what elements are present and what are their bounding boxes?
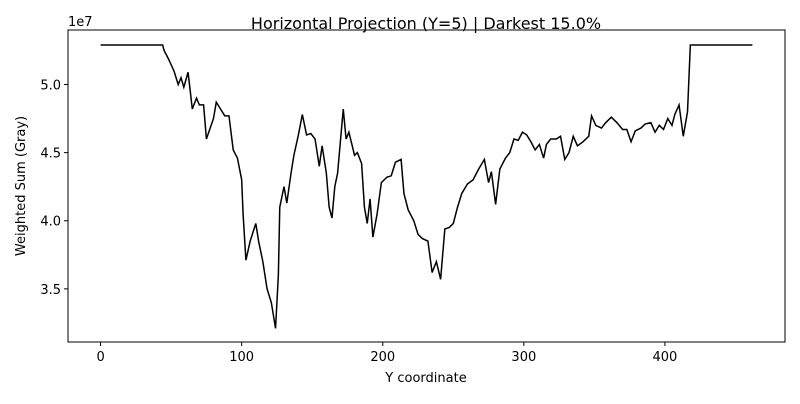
x-tick-label: 100 bbox=[229, 350, 254, 365]
chart-title: Horizontal Projection (Y=5) | Darkest 15… bbox=[251, 14, 601, 33]
x-tick-label: 200 bbox=[370, 350, 395, 365]
x-tick-label: 400 bbox=[653, 350, 678, 365]
data-line bbox=[100, 44, 753, 329]
y-tick-label: 5.0 bbox=[40, 78, 61, 93]
y-offset-label: 1e7 bbox=[68, 15, 93, 30]
x-axis-label: Y coordinate bbox=[384, 371, 466, 386]
axes-frame bbox=[67, 29, 786, 343]
x-tick-label: 300 bbox=[511, 350, 536, 365]
x-tick-label: 0 bbox=[96, 350, 104, 365]
y-axis-label: Weighted Sum (Gray) bbox=[14, 116, 29, 256]
y-tick-label: 4.5 bbox=[40, 147, 61, 162]
y-tick-label: 4.0 bbox=[40, 215, 61, 230]
y-tick-label: 3.5 bbox=[40, 283, 61, 298]
